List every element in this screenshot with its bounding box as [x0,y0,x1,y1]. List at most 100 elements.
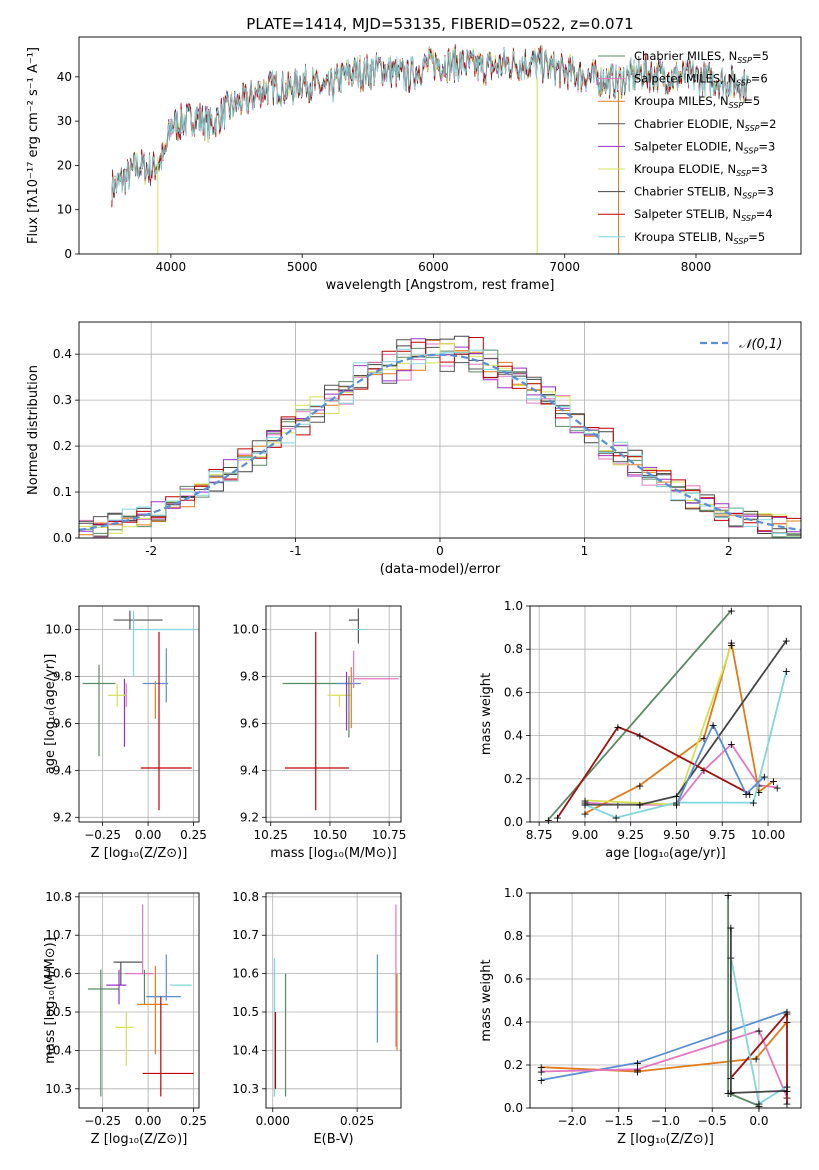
weight-age-marker: + [782,635,791,648]
axes-frame [265,892,402,1109]
axes-frame [78,321,802,539]
legend-label: Chabrier MILES, NSSP=5 [634,49,769,65]
x-axis-label: (data-model)/error [380,562,501,577]
weight-age-marker: + [708,719,717,732]
y-tick-label: 0.2 [53,439,72,453]
y-tick-label: 10.0 [45,622,72,636]
weight-metallicity-marker: + [782,1085,791,1098]
legend-label: Kroupa STELIB, NSSP=5 [634,230,765,246]
x-tick-label: 0.000 [256,1114,290,1128]
x-axis-label: wavelength [Angstrom, rest frame] [326,278,555,293]
weight-metallicity-marker: + [537,1074,546,1087]
y-tick-label: 10 [57,203,72,217]
mass-vs-ebv-panel: 0.000 0.025 10.3 10.4 10.5 10.6 10.7 10.8 E(B-V) [232,890,402,1147]
weight-age-marker: + [635,799,644,812]
age-vs-metallicity-panel: −0.25 0.00 0.25 9.2 9.4 9.6 9.8 10.0 Z [log₁₀(Z/… [43,605,207,861]
y-tick-label: 9.6 [53,716,72,730]
legend-label: Salpeter ELODIE, NSSP=3 [634,139,775,155]
y-tick-label: 0 [64,247,72,261]
y-axis-label: mass weight [479,959,494,1041]
x-tick-label: 0.0 [749,1114,768,1128]
weight-metallicity-marker: + [782,1081,791,1094]
x-tick-label: −0.5 [698,1114,727,1128]
weight-metallicity-marker: + [754,1098,763,1111]
y-tick-label: 0.4 [504,729,523,743]
weight-age-marker: + [699,764,708,777]
x-tick-label: -1 [290,544,302,558]
weight-age-marker: + [782,665,791,678]
weight-vs-metallicity-panel: −2.0 −1.5 −1.0 −0.5 0.0 0.0 0.2 0.4 0.6 0.8 1.0 Z [… [479,886,802,1147]
weight-metallicity-line [730,957,788,1106]
x-tick-label: −1.0 [651,1114,680,1128]
x-tick-label: 9.75 [709,828,736,842]
mass-vs-metallicity-panel: −0.25 0.00 0.25 10.3 10.4 10.5 10.6 10.7 10.8 Z [… [43,890,207,1147]
axes-frame [78,892,200,1109]
weight-metallicity-marker: + [633,1063,642,1076]
y-tick-label: 0.2 [504,1058,523,1072]
y-tick-label: 30 [57,114,72,128]
weight-metallicity-marker: + [633,1057,642,1070]
weight-age-line [639,640,788,806]
y-axis-label: mass [log₁₀(M/M⊙)] [43,937,58,1064]
x-tick-label: −2.0 [557,1114,586,1128]
y-tick-label: 9.2 [53,810,72,824]
x-tick-label: 0.25 [180,828,207,842]
x-tick-label: 2 [725,544,733,558]
spectrum-series-line [111,44,749,208]
y-tick-label: 9.4 [53,763,72,777]
weight-age-marker: + [672,799,681,812]
histogram-series [79,337,801,539]
weight-age-marker: + [754,786,763,799]
y-tick-label: 0.1 [53,485,72,499]
weight-age-marker: + [769,775,778,788]
weight-age-marker: + [672,790,681,803]
weight-age-marker: + [749,797,758,810]
y-tick-label: 0.2 [504,772,523,786]
weight-age-marker: + [580,799,589,812]
weight-metallicity-marker: + [537,1065,546,1078]
gaussian-curve [78,353,802,531]
weight-age-marker: + [580,807,589,820]
x-tick-label: 1 [581,544,589,558]
weight-age-marker: + [580,794,589,807]
weight-age-marker: + [580,797,589,810]
x-tick-label: 4000 [156,260,187,274]
weight-age-marker: + [699,732,708,745]
y-tick-label: 10.6 [232,967,259,981]
weight-metallicity-marker: + [754,1025,763,1038]
weight-vs-age-panel: 8.75 9.00 9.25 9.50 9.75 10.00 0.0 0.2 0.4 0.6 0.8… [479,599,802,861]
weight-age-marker: + [635,799,644,812]
weight-age-marker: + [727,637,736,650]
legend-label: Kroupa MILES, NSSP=5 [634,94,760,110]
x-axis-label: age [log₁₀(age/yr)] [605,846,726,861]
weight-age-marker: + [611,812,620,825]
y-tick-label: 10.7 [45,928,72,942]
y-tick-label: 10.3 [45,1082,72,1096]
y-tick-label: 10.6 [45,967,72,981]
weight-metallicity-marker: + [726,1087,735,1100]
axes-frame [78,36,802,255]
weight-age-marker: + [727,639,736,652]
x-tick-label: 0.25 [180,1114,207,1128]
weight-metallicity-marker: + [752,1053,761,1066]
y-tick-label: 10.7 [232,928,259,942]
weight-age-marker: + [635,730,644,743]
weight-metallicity-marker: + [782,1005,791,1018]
y-tick-label: 0.0 [504,815,523,829]
weight-metallicity-line [730,927,788,1094]
x-tick-label: 10.25 [254,828,288,842]
x-tick-label: 9.25 [617,828,644,842]
weight-metallicity-marker: + [724,889,733,902]
x-tick-label: 0.00 [135,1114,162,1128]
weight-metallicity-marker: + [724,1087,733,1100]
x-tick-label: 10.00 [751,828,785,842]
x-tick-label: 9.50 [663,828,690,842]
spectrum-series-line [111,47,749,201]
weight-metallicity-marker: + [782,1098,791,1111]
axes-frame [529,605,802,823]
y-tick-label: 0.4 [53,347,72,361]
weight-age-marker: + [613,721,622,734]
weight-age-marker: + [741,788,750,801]
y-tick-label: 10.3 [232,1082,259,1096]
x-axis-label: Z [log₁₀(Z/Z⊙)] [91,1132,188,1147]
